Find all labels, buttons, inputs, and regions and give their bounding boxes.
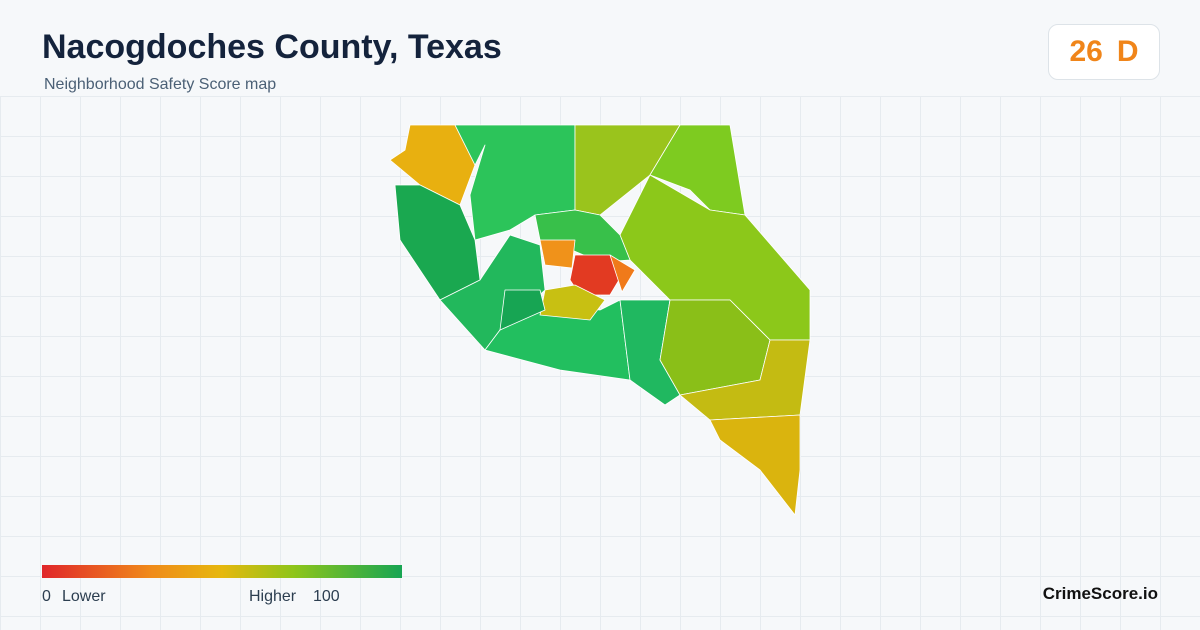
legend-max: 100 [313,588,340,605]
subtitle: Neighborhood Safety Score map [44,76,277,93]
title: Nacogdoches County, Texas [42,28,502,66]
score-value: 26 [1069,35,1103,68]
region [709,414,801,516]
legend-min: 0 [42,588,51,605]
region [394,184,481,301]
header [0,0,1200,96]
score-badge: 26 D [1048,24,1160,80]
legend-max-label: Higher [249,588,297,605]
region [539,239,576,269]
region [499,289,546,331]
score-grade: D [1116,35,1139,68]
brand: CrimeScore.io [1042,584,1158,603]
legend-gradient [42,565,402,578]
legend-min-label: Lower [62,588,106,605]
region [574,124,681,216]
region [609,254,636,293]
